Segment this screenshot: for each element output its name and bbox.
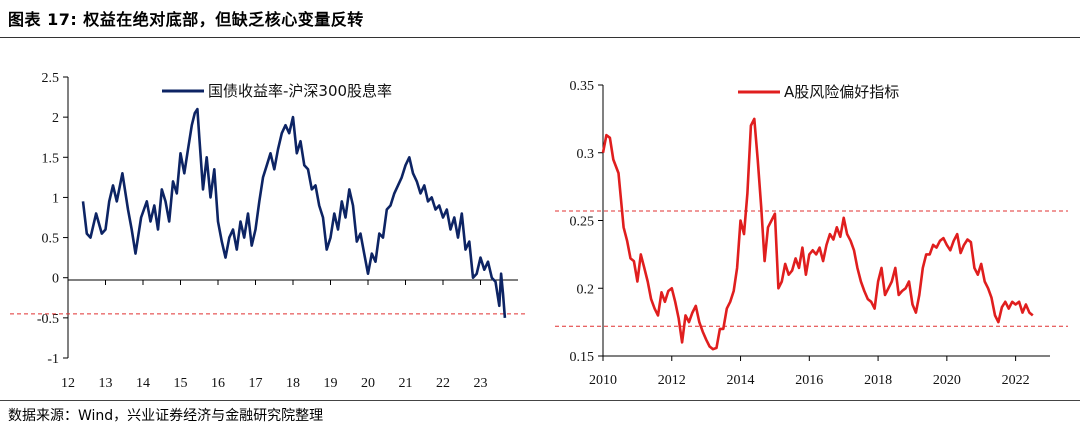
left-x-tick-label: 16 <box>211 376 225 391</box>
left-x-tick-label: 23 <box>474 376 488 391</box>
left-y-tick-label: 1.5 <box>42 151 60 166</box>
right-y-tick-label: 0.35 <box>570 79 595 94</box>
left-y-tick-label: -0.5 <box>37 312 59 327</box>
left-legend-label: 国债收益率-沪深300股息率 <box>208 82 392 100</box>
source-note: 数据来源：Wind，兴业证券经济与金融研究院整理 <box>8 408 324 424</box>
left-x-tick-label: 19 <box>324 376 338 391</box>
left-y-tick-label: 0.5 <box>42 232 60 247</box>
right-x-tick-label: 2016 <box>795 373 823 388</box>
footer-divider <box>0 400 1080 401</box>
right-x-tick-label: 2020 <box>933 373 961 388</box>
chart-left: -1 -0.5 0 0.5 1 1.5 2 2.5 12 13 14 15 16 17 18 19 20 21 22… <box>10 71 528 391</box>
left-x-tick-label: 12 <box>61 376 75 391</box>
right-y-tick-label: 0.15 <box>570 350 595 365</box>
left-x-tick-label: 17 <box>249 376 263 391</box>
left-y-tick-label: 1 <box>52 191 59 206</box>
title-divider <box>0 37 1080 38</box>
right-legend-label: A股风险偏好指标 <box>784 83 899 101</box>
left-x-tick-label: 22 <box>436 376 450 391</box>
right-x-tick-label: 2014 <box>727 373 755 388</box>
right-series-line <box>601 117 1034 351</box>
right-y-tick-label: 0.2 <box>577 282 595 297</box>
right-x-tick-label: 2010 <box>589 373 617 388</box>
left-y-tick-label: -1 <box>47 352 59 367</box>
left-y-tick-label: 2 <box>52 111 59 126</box>
left-x-tick-label: 14 <box>136 376 150 391</box>
right-y-tick-label: 0.25 <box>570 215 595 230</box>
right-y-tick-label: 0.3 <box>577 147 595 162</box>
left-series-line <box>81 107 507 319</box>
figure-title: 图表 17: 权益在绝对底部，但缺乏核心变量反转 <box>8 10 364 29</box>
left-y-tick-label: 2.5 <box>42 71 60 86</box>
left-x-tick-label: 20 <box>361 376 375 391</box>
left-y-tick-label: 0 <box>52 272 59 287</box>
right-x-tick-label: 2022 <box>1002 373 1030 388</box>
right-x-tick-label: 2012 <box>658 373 686 388</box>
right-x-tick-label: 2018 <box>864 373 892 388</box>
left-x-tick-label: 21 <box>399 376 413 391</box>
left-x-tick-label: 15 <box>174 376 188 391</box>
left-x-tick-label: 13 <box>99 376 113 391</box>
chart-right: 0.15 0.2 0.25 0.3 0.35 2010 2012 2014 2016 2018 20… <box>555 79 1068 388</box>
left-x-tick-label: 18 <box>286 376 300 391</box>
